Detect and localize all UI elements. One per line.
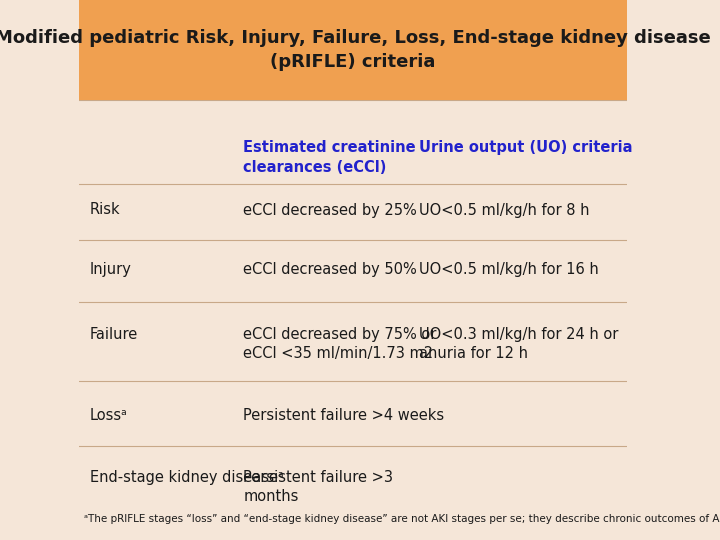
Text: End-stage kidney diseaseᵃ: End-stage kidney diseaseᵃ (90, 470, 284, 485)
Text: Failure: Failure (90, 327, 138, 342)
Text: eCCl decreased by 75% or
eCCl <35 ml/min/1.73 m2: eCCl decreased by 75% or eCCl <35 ml/min… (243, 327, 437, 361)
Text: Lossᵃ: Lossᵃ (90, 408, 127, 423)
Text: UO<0.5 ml/kg/h for 16 h: UO<0.5 ml/kg/h for 16 h (419, 262, 598, 277)
Text: ᵃThe pRIFLE stages “loss” and “end-stage kidney disease” are not AKI stages per : ᵃThe pRIFLE stages “loss” and “end-stage… (84, 514, 720, 524)
Text: UO<0.3 ml/kg/h for 24 h or
anuria for 12 h: UO<0.3 ml/kg/h for 24 h or anuria for 12… (419, 327, 618, 361)
Text: UO<0.5 ml/kg/h for 8 h: UO<0.5 ml/kg/h for 8 h (419, 202, 589, 218)
Text: Injury: Injury (90, 262, 132, 277)
Text: Urine output (UO) criteria: Urine output (UO) criteria (419, 140, 632, 156)
Text: Modified pediatric Risk, Injury, Failure, Loss, End-stage kidney disease
(pRIFLE: Modified pediatric Risk, Injury, Failure… (0, 29, 711, 71)
Text: Persistent failure >4 weeks: Persistent failure >4 weeks (243, 408, 444, 423)
Text: Estimated creatinine
clearances (eCCl): Estimated creatinine clearances (eCCl) (243, 140, 416, 174)
Text: Persistent failure >3
months: Persistent failure >3 months (243, 470, 393, 504)
Text: Risk: Risk (90, 202, 120, 218)
Text: eCCl decreased by 25%: eCCl decreased by 25% (243, 202, 417, 218)
Text: eCCl decreased by 50%: eCCl decreased by 50% (243, 262, 417, 277)
FancyBboxPatch shape (79, 0, 627, 100)
